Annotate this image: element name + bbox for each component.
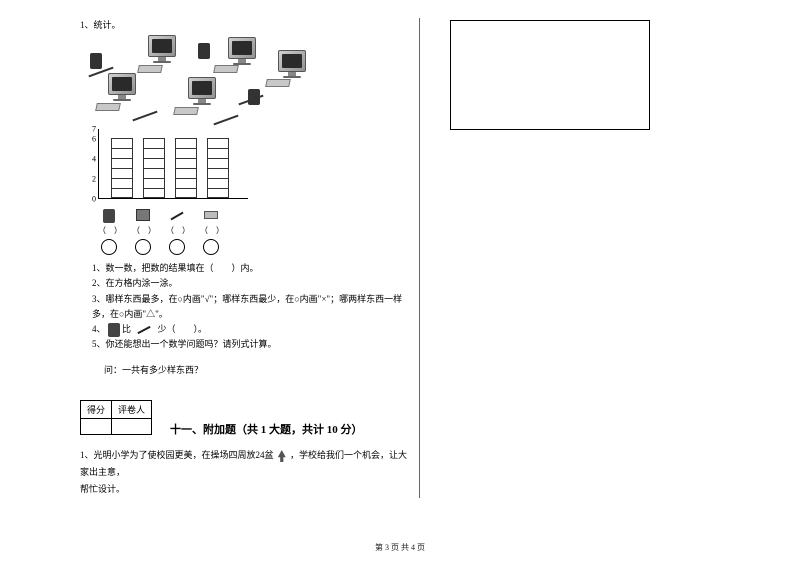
pencil-icon [138, 326, 151, 334]
blank-2: （ ） [132, 225, 154, 236]
circle-row [98, 239, 411, 255]
circle-2 [135, 239, 151, 255]
score-table: 得分 评卷人 [80, 400, 152, 435]
blank-1: （ ） [98, 225, 120, 236]
x-axis-icons [98, 209, 411, 223]
answer-box [450, 20, 650, 130]
monitor-icon [136, 209, 150, 221]
sub-q4: 4、 比 少（ ）。 [92, 322, 411, 337]
plant-icon [278, 450, 286, 462]
score-header-1: 得分 [81, 401, 112, 419]
page-footer: 第 3 页 共 4 页 [0, 542, 800, 553]
q1-label: 1、统计。 [80, 18, 411, 31]
sub-q5: 5、你还能想出一个数学问题吗？请列式计算。 [92, 337, 411, 352]
right-column [420, 18, 740, 498]
ytick-6: 6 [92, 135, 96, 144]
sub-q2: 2、在方格内涂一涂。 [92, 276, 411, 291]
q11-text: 1、光明小学为了使校园更美，在操场四周放24盆 ，学校给我们一个机会，让大家出主… [80, 447, 411, 498]
sub-q1: 1、数一数，把数的结果填在（ ）内。 [92, 261, 411, 276]
left-column: 1、统计。 [80, 18, 420, 498]
circle-3 [169, 239, 185, 255]
ytick-7: 7 [92, 125, 96, 134]
ytick-2: 2 [92, 175, 96, 184]
blank-row: （ ） （ ） （ ） （ ） [98, 225, 411, 236]
chart-area [98, 129, 248, 199]
sub-q5-question: 问：一共有多少样东西？ [104, 363, 411, 378]
bar-chart: 7 6 4 2 0 [90, 129, 260, 209]
section-11-title: 十一、附加题（共 1 大题，共计 10 分） [170, 421, 411, 437]
calculator-icon [103, 209, 115, 223]
pencil-icon [170, 212, 183, 221]
computer-scene-image [88, 35, 318, 125]
blank-4: （ ） [200, 225, 222, 236]
ytick-4: 4 [92, 155, 96, 164]
sub-q3: 3、哪样东西最多，在○内画"√"；哪样东西最少，在○内画"×"；哪两样东西一样多… [92, 294, 402, 319]
calculator-icon [108, 323, 120, 337]
circle-4 [203, 239, 219, 255]
blank-3: （ ） [166, 225, 188, 236]
ytick-0: 0 [92, 195, 96, 204]
score-header-2: 评卷人 [112, 401, 152, 419]
circle-1 [101, 239, 117, 255]
keyboard-icon [204, 211, 218, 219]
